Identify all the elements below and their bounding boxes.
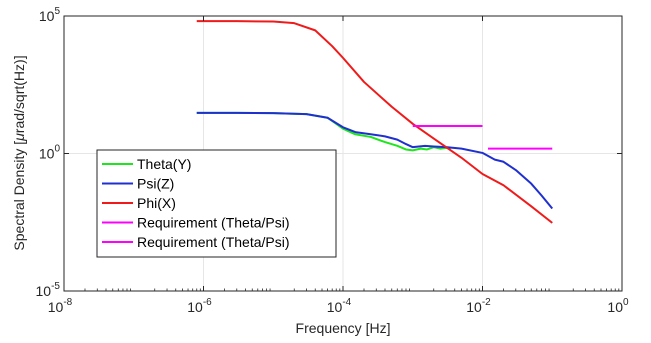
legend: Theta(Y) Psi(Z) Phi(X) Requirement (Theta/P… xyxy=(96,149,337,258)
y-tick-label-exponent: 0 xyxy=(54,144,60,155)
series-line-1 xyxy=(196,111,554,210)
x-tick-label-exponent: -4 xyxy=(342,297,351,308)
x-tick-label-base: 10 xyxy=(466,299,482,315)
y-tick-label-base: 10 xyxy=(36,283,52,299)
legend-label: Requirement (Theta/Psi) xyxy=(137,234,290,250)
x-axis-label: Frequency [Hz] xyxy=(296,320,391,336)
legend-label: Requirement (Theta/Psi) xyxy=(137,215,290,231)
y-tick-label-exponent: 5 xyxy=(54,6,60,17)
axis-ticks xyxy=(63,15,623,292)
series-line-2 xyxy=(196,20,553,224)
legend-label: Psi(Z) xyxy=(137,176,174,192)
y-tick-label-base: 10 xyxy=(39,8,55,24)
y-axis-label: Spectral Density [μrad/sqrt(Hz)] xyxy=(11,55,27,250)
x-tick-label: 100 xyxy=(607,297,629,315)
x-tick-label-exponent: -2 xyxy=(482,297,491,308)
x-tick-label: 10-4 xyxy=(327,297,352,315)
legend-box xyxy=(96,149,337,258)
y-tick-label: 100 xyxy=(39,144,61,162)
x-tick-label-base: 10 xyxy=(327,299,343,315)
y-tick-label-exponent: -5 xyxy=(51,281,60,292)
y-axis-label-mu: μ xyxy=(11,133,27,142)
legend-label: Theta(Y) xyxy=(137,156,191,172)
x-tick-label-base: 10 xyxy=(48,299,64,315)
y-tick-label-base: 10 xyxy=(39,146,55,162)
x-tick-label: 10-2 xyxy=(466,297,491,315)
x-tick-label: 10-6 xyxy=(187,297,212,315)
x-tick-label-exponent: 0 xyxy=(623,297,629,308)
x-tick-label-base: 10 xyxy=(187,299,203,315)
x-tick-label-exponent: -6 xyxy=(203,297,212,308)
y-axis-label-prefix: Spectral Density [ xyxy=(11,141,27,251)
x-tick-label-base: 10 xyxy=(607,299,623,315)
series-lines xyxy=(196,20,554,224)
y-tick-label: 10-5 xyxy=(36,281,61,299)
x-tick-label: 10-8 xyxy=(48,297,73,315)
y-tick-label: 105 xyxy=(39,6,61,24)
legend-label: Phi(X) xyxy=(137,195,176,211)
y-axis-label-suffix: rad/sqrt(Hz)] xyxy=(11,55,27,133)
x-tick-label-exponent: -8 xyxy=(63,297,72,308)
